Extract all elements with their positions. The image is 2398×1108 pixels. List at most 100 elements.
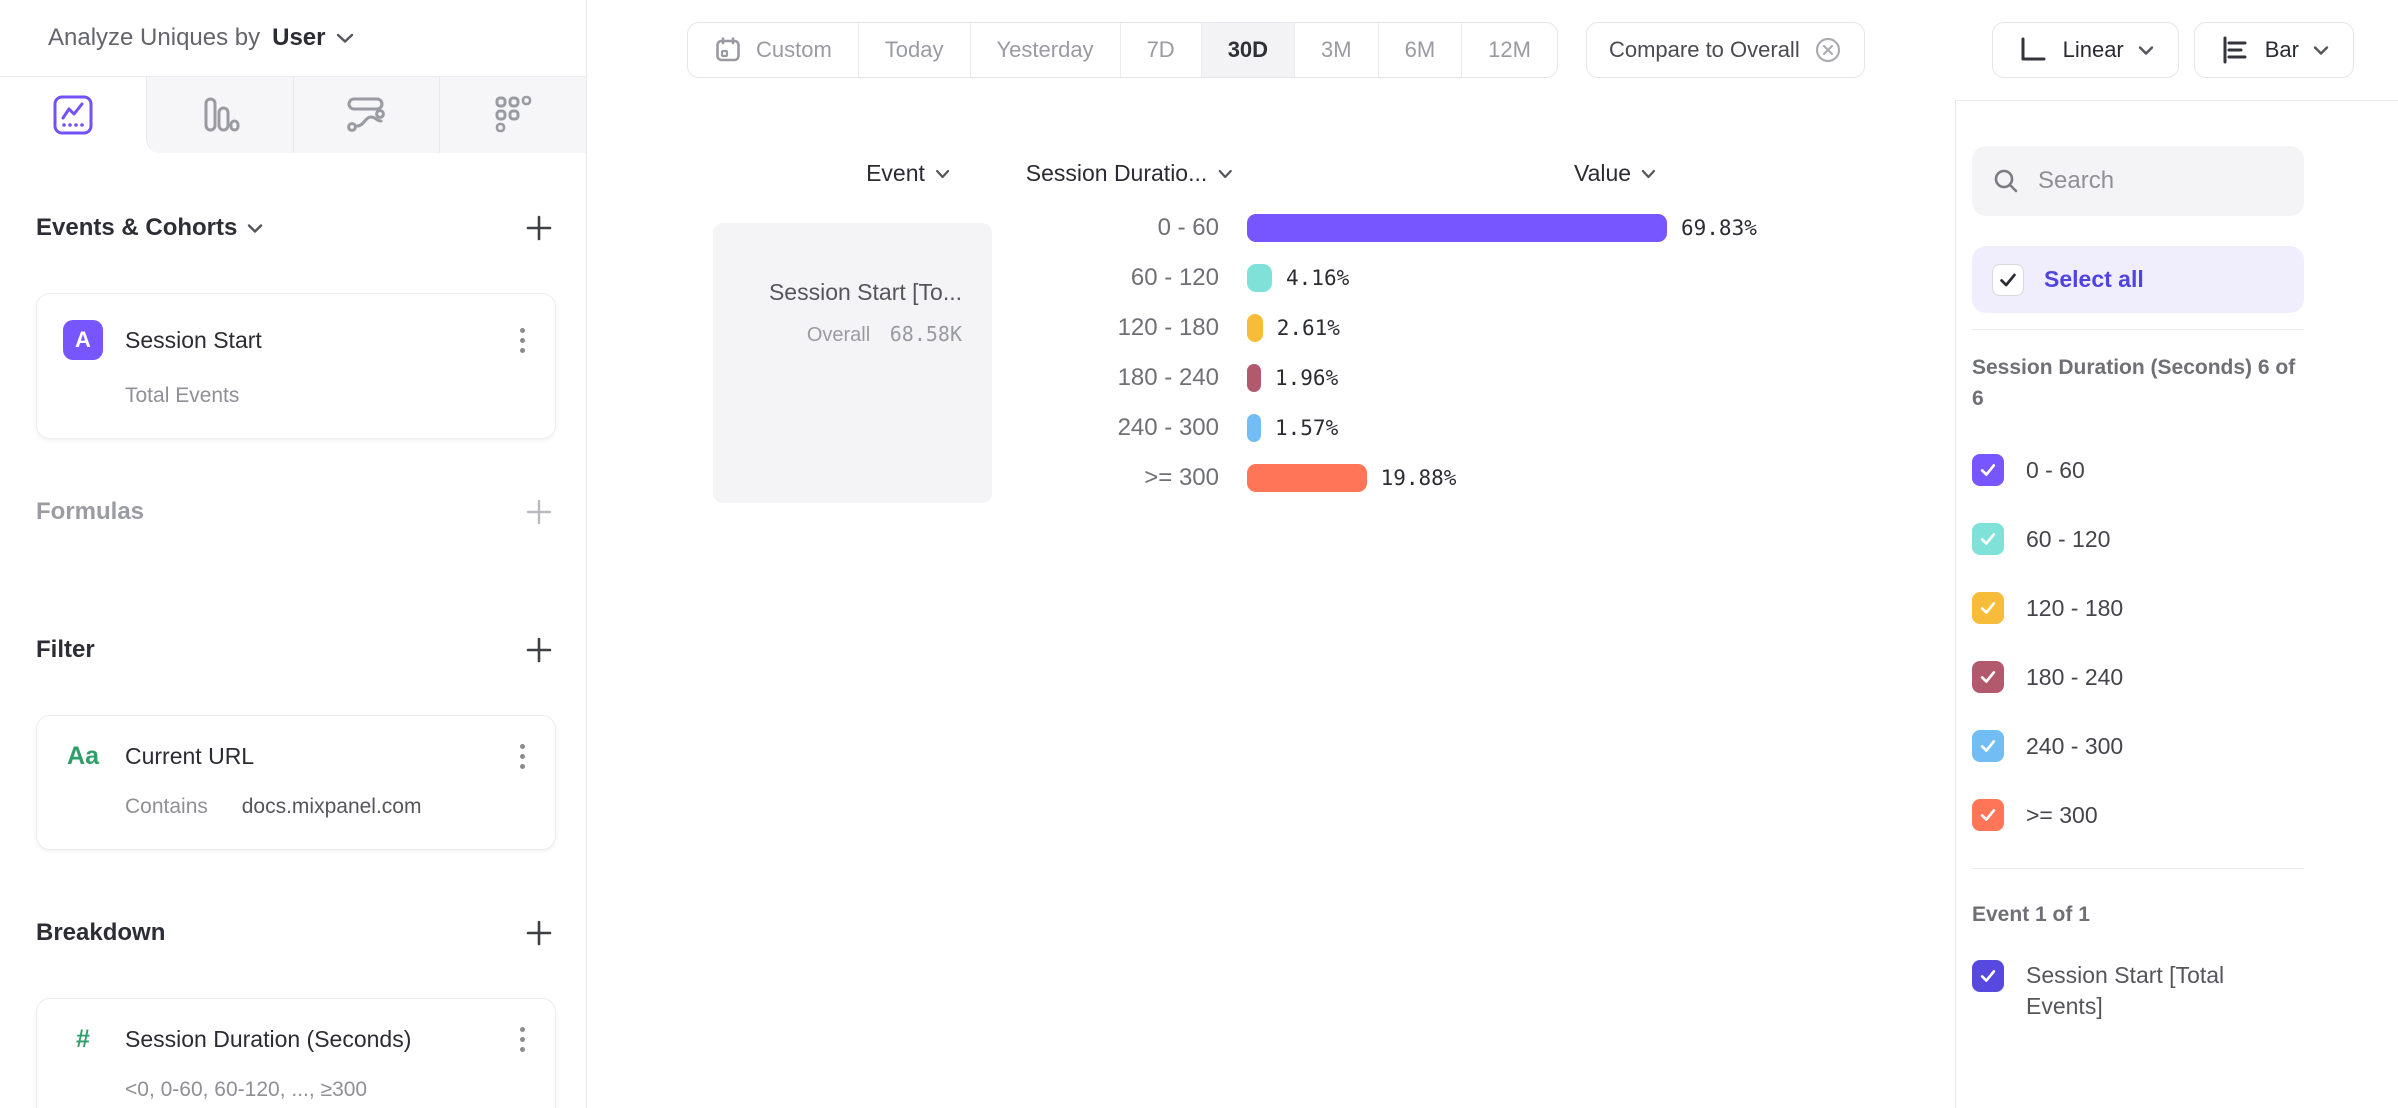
chevron-down-icon[interactable] [336,32,354,44]
bar-gte-300[interactable] [1247,464,1367,492]
series-label: 240 - 300 [2026,732,2124,759]
filter-section-header: Filter [36,633,556,667]
filter-operator[interactable]: Contains [125,795,208,818]
date-range-label: 30D [1227,37,1269,62]
select-all-checkbox[interactable] [1992,263,2024,296]
select-all-label: Select all [2044,266,2144,292]
event-cell-title: Session Start [To... [768,279,962,305]
event-series-checkbox[interactable] [1972,960,2004,992]
tab-retention[interactable] [439,77,586,153]
kebab-menu-icon[interactable] [509,327,535,353]
event-row-cell[interactable]: Session Start [To... Overall 68.58K [713,223,992,503]
event-card-subtitle[interactable]: Total Events [125,384,240,407]
column-header-value[interactable]: Value [1574,160,1656,187]
series-item[interactable]: 0 - 60 [1972,454,2301,486]
query-builder-content: Events & Cohorts A Session Start Total E… [0,211,586,1108]
filter-card-condition[interactable]: Contains docs.mixpanel.com [125,795,535,819]
overall-label: Overall [806,324,871,346]
series-label: 120 - 180 [2026,594,2124,621]
series-checkbox[interactable] [1972,523,2004,555]
remove-compare-icon[interactable] [1814,36,1842,64]
bar-row: >= 300 19.88% [1012,453,1757,503]
event-group-label: Event 1 of 1 [1972,903,2090,926]
bar-value-label: 69.83% [1681,216,1757,240]
date-range-label: 7D [1146,37,1175,62]
event-cell-overall: Overall 68.58K [733,322,962,347]
column-header-label: Event [866,160,925,186]
bucket-label: >= 300 [1144,464,1219,491]
compare-label: Compare to Overall [1608,37,1800,62]
tab-flows[interactable] [292,77,440,153]
scale-dropdown[interactable]: Linear [1991,22,2179,78]
event-letter-badge: A [63,320,103,360]
date-range-picker: Custom Today Yesterday 7D 30D 3M 6M 12M [687,22,1558,78]
series-checkbox[interactable] [1972,799,2004,831]
search-input[interactable] [2038,167,2278,195]
events-section-title[interactable]: Events & Cohorts [36,214,263,242]
series-item[interactable]: 180 - 240 [1972,661,2301,693]
kebab-menu-icon[interactable] [509,744,535,769]
overall-value: 68.58K [889,322,962,346]
series-item[interactable]: 240 - 300 [1972,730,2301,762]
filter-card[interactable]: Aa Current URL Contains docs.mixpanel.co… [36,715,556,850]
series-checkbox[interactable] [1972,454,2004,486]
bar-rows: 0 - 60 69.83% 60 - 120 4.16% 120 - 180 2… [1012,203,1757,503]
chart-type-dropdown[interactable]: Bar [2193,22,2354,78]
series-checkbox[interactable] [1972,592,2004,624]
date-range-3m[interactable]: 3M [1294,23,1378,77]
tab-insights[interactable] [0,77,146,153]
date-range-label: 3M [1321,37,1352,62]
date-range-30d[interactable]: 30D [1200,23,1295,77]
events-section-header: Events & Cohorts [36,211,556,245]
flows-icon [343,93,389,137]
bucket-label: 0 - 60 [1157,214,1219,241]
filter-section-title: Filter [36,636,95,663]
tab-funnels[interactable] [145,77,293,153]
series-item[interactable]: 120 - 180 [1972,592,2301,624]
date-range-12m[interactable]: 12M [1461,23,1557,77]
chevron-down-icon [935,169,950,179]
series-checkbox[interactable] [1972,661,2004,693]
date-range-today[interactable]: Today [857,23,970,77]
column-header-breakdown[interactable]: Session Duratio... [1026,160,1233,187]
retention-grid-icon [491,93,535,137]
bar-value-label: 1.57% [1275,416,1339,440]
bar-180-240[interactable] [1247,364,1261,392]
bar-60-120[interactable] [1247,264,1273,292]
formulas-section-title: Formulas [36,498,145,525]
analyze-value-dropdown[interactable]: User [272,24,326,51]
add-filter-button[interactable] [522,633,556,667]
add-formula-button[interactable] [522,495,556,529]
formulas-section-header: Formulas [36,495,556,529]
bar-0-60[interactable] [1247,214,1667,242]
date-range-yesterday[interactable]: Yesterday [969,23,1120,77]
date-range-7d[interactable]: 7D [1119,23,1201,77]
series-checkbox[interactable] [1972,730,2004,762]
add-breakdown-button[interactable] [522,916,556,950]
breakdown-card[interactable]: # Session Duration (Seconds) <0, 0-60, 6… [36,998,556,1108]
breakdown-card-buckets[interactable]: <0, 0-60, 60-120, ..., ≥300 [125,1078,368,1101]
date-range-custom[interactable]: Custom [688,23,858,77]
select-all-row[interactable]: Select all [1972,246,2304,313]
bar-chart-area: Event Session Duratio... Value Session S… [588,100,1955,1108]
series-item[interactable]: 60 - 120 [1972,523,2301,555]
series-item[interactable]: >= 300 [1972,799,2301,831]
event-card[interactable]: A Session Start Total Events [36,293,556,439]
column-header-event[interactable]: Event [866,160,950,187]
event-series-item[interactable]: Session Start [Total Events] [1972,960,2301,1022]
series-label: >= 300 [2026,801,2098,828]
series-legend-panel: Select all Session Duration (Seconds) 6 … [1955,100,2398,1108]
analyze-uniques-header: Analyze Uniques by User [0,0,586,77]
numeric-property-icon: # [76,1025,90,1053]
kebab-menu-icon[interactable] [509,1027,535,1052]
bar-120-180[interactable] [1247,314,1263,342]
bar-value-label: 1.96% [1275,366,1339,390]
date-range-label: Custom [756,37,832,62]
compare-to-overall-chip[interactable]: Compare to Overall [1585,22,1865,78]
filter-value[interactable]: docs.mixpanel.com [241,795,422,818]
date-range-6m[interactable]: 6M [1377,23,1462,77]
bar-240-300[interactable] [1247,414,1261,442]
series-search[interactable] [1972,146,2304,216]
add-event-button[interactable] [522,211,556,245]
